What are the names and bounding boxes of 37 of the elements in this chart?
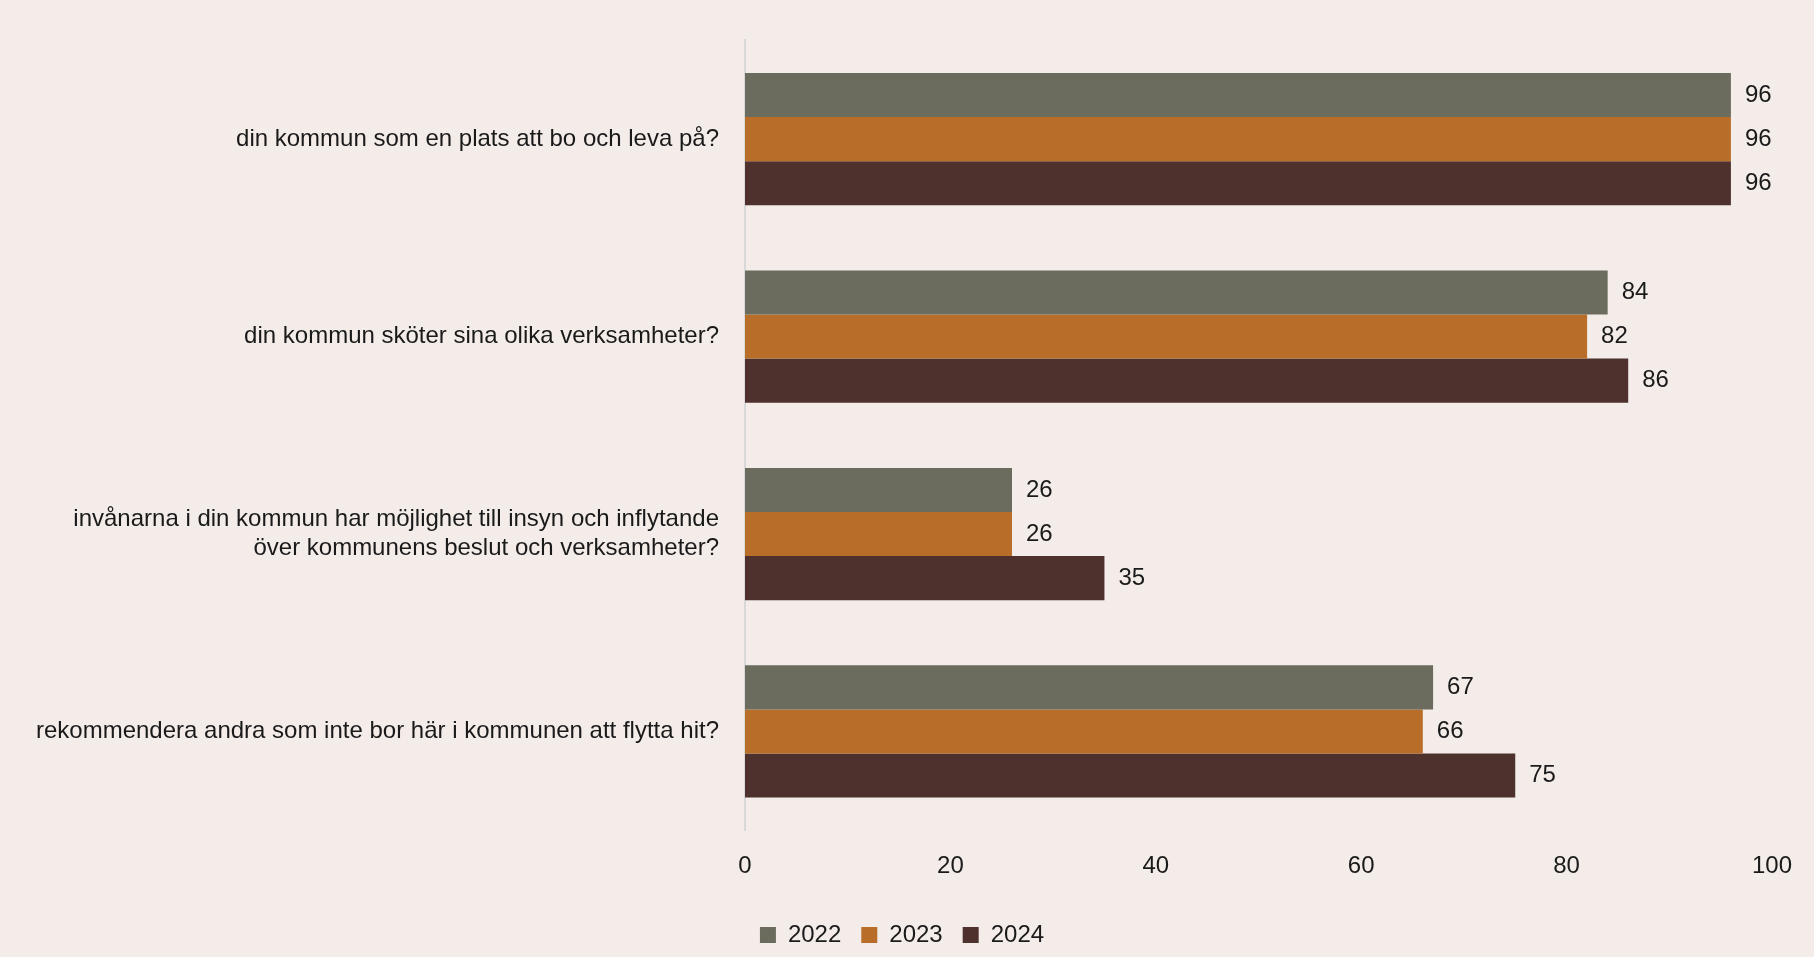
bar xyxy=(744,511,1013,557)
data-label: 82 xyxy=(1601,321,1628,349)
data-label: 75 xyxy=(1529,760,1556,788)
y-tick-label: din kommun som en plats att bo och leva på? xyxy=(236,123,719,151)
x-tick-label: 20 xyxy=(937,851,964,879)
data-label: 26 xyxy=(1026,474,1053,502)
bar xyxy=(744,117,1731,162)
bar xyxy=(744,665,1434,710)
legend-label: 2024 xyxy=(990,919,1045,947)
data-label: 26 xyxy=(1026,518,1053,546)
x-tick-label: 80 xyxy=(1553,851,1580,879)
data-label: 67 xyxy=(1447,672,1474,699)
legend-label: 2023 xyxy=(889,919,943,947)
bar xyxy=(744,556,1105,601)
bar xyxy=(744,753,1516,798)
data-label: 96 xyxy=(1744,79,1772,107)
x-tick-label: 100 xyxy=(1751,851,1792,879)
data-label: 96 xyxy=(1744,167,1772,195)
data-label: 35 xyxy=(1118,562,1146,590)
data-label: 96 xyxy=(1744,123,1772,151)
bar xyxy=(744,709,1423,754)
data-label: 86 xyxy=(1642,365,1669,393)
x-tick-label: 0 xyxy=(738,851,752,879)
bar xyxy=(744,72,1731,118)
data-label: 66 xyxy=(1436,716,1464,744)
bar xyxy=(744,314,1588,359)
y-tick-label: din kommun sköter sina olika verksamheter? xyxy=(244,321,719,349)
y-tick-label: rekommendera andra som inte bor här i kommunen att flytta hit? xyxy=(35,716,719,744)
data-label: 84 xyxy=(1621,277,1649,305)
x-tick-label: 60 xyxy=(1347,851,1375,879)
bar xyxy=(744,161,1731,206)
x-tick-label: 40 xyxy=(1142,851,1170,879)
y-tick-label: invånarna i din kommun har möjlighet till insyn och inflytande över kommunens beslut och verksamheter? xyxy=(73,504,719,561)
bar xyxy=(744,467,1013,512)
bar xyxy=(744,358,1629,403)
legend-label: 2022 xyxy=(787,919,842,947)
bar xyxy=(744,270,1608,315)
